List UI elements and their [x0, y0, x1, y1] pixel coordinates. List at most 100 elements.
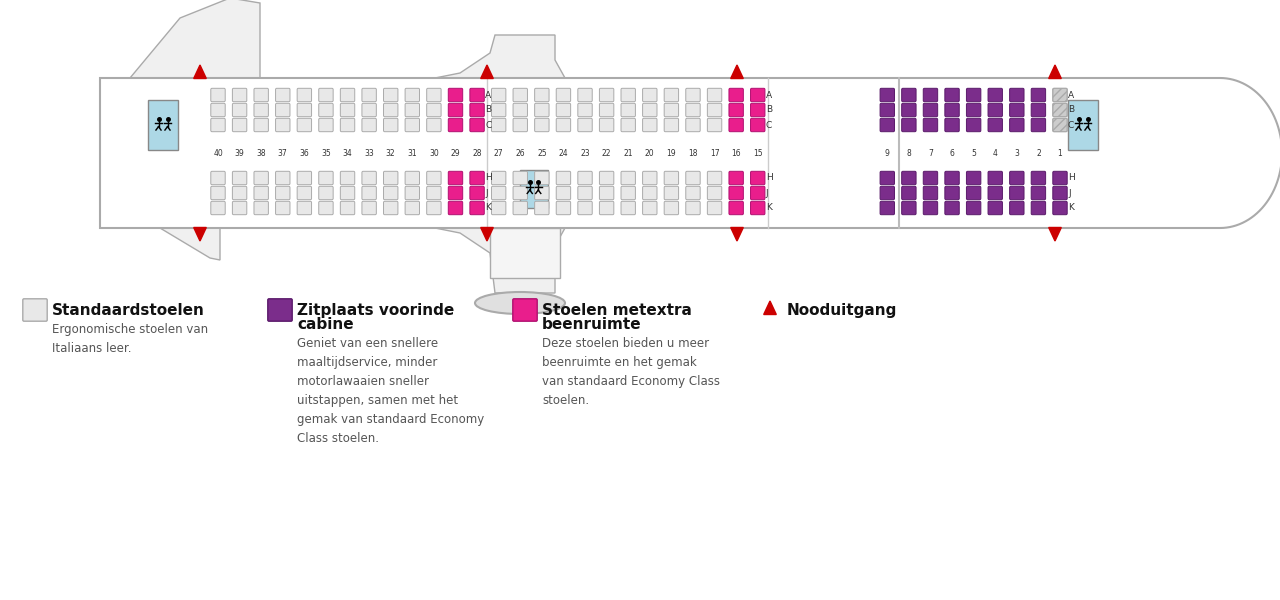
FancyBboxPatch shape [1032, 103, 1046, 116]
FancyBboxPatch shape [750, 103, 765, 116]
FancyBboxPatch shape [448, 118, 462, 131]
Text: Geniet van een snellere
maaltijdservice, minder
motorlawaaien sneller
uitstappen: Geniet van een snellere maaltijdservice,… [297, 337, 484, 445]
FancyBboxPatch shape [297, 118, 311, 131]
FancyBboxPatch shape [923, 186, 938, 200]
FancyBboxPatch shape [621, 202, 635, 215]
FancyBboxPatch shape [664, 118, 678, 131]
FancyBboxPatch shape [577, 103, 593, 116]
Text: 40: 40 [214, 148, 223, 157]
FancyBboxPatch shape [901, 202, 916, 215]
FancyBboxPatch shape [275, 202, 291, 215]
FancyBboxPatch shape [1010, 103, 1024, 116]
FancyBboxPatch shape [1032, 202, 1046, 215]
Text: 38: 38 [256, 148, 266, 157]
FancyBboxPatch shape [901, 172, 916, 185]
FancyBboxPatch shape [664, 186, 678, 200]
FancyBboxPatch shape [319, 118, 333, 131]
Text: 15: 15 [753, 148, 763, 157]
Text: Ergonomische stoelen van
Italiaans leer.: Ergonomische stoelen van Italiaans leer. [52, 323, 209, 355]
FancyBboxPatch shape [362, 103, 376, 116]
FancyBboxPatch shape [901, 118, 916, 131]
FancyBboxPatch shape [728, 103, 744, 116]
FancyBboxPatch shape [988, 88, 1002, 101]
FancyBboxPatch shape [901, 88, 916, 101]
FancyBboxPatch shape [492, 172, 506, 185]
FancyBboxPatch shape [686, 88, 700, 101]
FancyBboxPatch shape [233, 186, 247, 200]
FancyBboxPatch shape [362, 88, 376, 101]
FancyBboxPatch shape [945, 186, 959, 200]
FancyBboxPatch shape [988, 172, 1002, 185]
FancyBboxPatch shape [988, 103, 1002, 116]
FancyBboxPatch shape [708, 103, 722, 116]
Text: 8: 8 [906, 148, 911, 157]
FancyBboxPatch shape [923, 88, 938, 101]
FancyBboxPatch shape [233, 172, 247, 185]
Text: K: K [485, 203, 492, 212]
FancyBboxPatch shape [599, 88, 614, 101]
FancyBboxPatch shape [599, 186, 614, 200]
Text: J: J [1068, 188, 1070, 197]
Bar [520, 170, 548, 208]
Polygon shape [435, 228, 564, 293]
FancyBboxPatch shape [750, 118, 765, 131]
FancyBboxPatch shape [448, 172, 462, 185]
Text: C: C [485, 121, 492, 130]
Text: 33: 33 [365, 148, 374, 157]
Text: 30: 30 [429, 148, 439, 157]
Polygon shape [1048, 65, 1061, 79]
FancyBboxPatch shape [557, 202, 571, 215]
FancyBboxPatch shape [470, 202, 484, 215]
Text: 35: 35 [321, 148, 330, 157]
Text: B: B [1068, 106, 1074, 115]
FancyBboxPatch shape [557, 103, 571, 116]
FancyBboxPatch shape [340, 202, 355, 215]
Text: 31: 31 [407, 148, 417, 157]
FancyBboxPatch shape [297, 172, 311, 185]
FancyBboxPatch shape [577, 118, 593, 131]
FancyBboxPatch shape [945, 118, 959, 131]
Text: Standaardstoelen: Standaardstoelen [52, 303, 205, 318]
Text: 2: 2 [1036, 148, 1041, 157]
Text: 37: 37 [278, 148, 288, 157]
FancyBboxPatch shape [426, 88, 442, 101]
Text: B: B [765, 106, 772, 115]
FancyBboxPatch shape [340, 172, 355, 185]
FancyBboxPatch shape [728, 172, 744, 185]
Polygon shape [105, 220, 220, 260]
FancyBboxPatch shape [253, 103, 269, 116]
FancyBboxPatch shape [492, 118, 506, 131]
FancyBboxPatch shape [319, 103, 333, 116]
FancyBboxPatch shape [664, 88, 678, 101]
FancyBboxPatch shape [1010, 88, 1024, 101]
FancyBboxPatch shape [643, 202, 657, 215]
Text: 4: 4 [993, 148, 997, 157]
FancyBboxPatch shape [966, 172, 980, 185]
FancyBboxPatch shape [513, 202, 527, 215]
Text: 32: 32 [385, 148, 396, 157]
Polygon shape [435, 35, 564, 78]
FancyBboxPatch shape [664, 172, 678, 185]
FancyBboxPatch shape [728, 88, 744, 101]
FancyBboxPatch shape [599, 103, 614, 116]
FancyBboxPatch shape [557, 88, 571, 101]
Text: 16: 16 [731, 148, 741, 157]
FancyBboxPatch shape [708, 202, 722, 215]
FancyBboxPatch shape [384, 103, 398, 116]
FancyBboxPatch shape [404, 88, 420, 101]
FancyBboxPatch shape [470, 186, 484, 200]
FancyBboxPatch shape [686, 202, 700, 215]
Text: cabine: cabine [297, 317, 353, 332]
FancyBboxPatch shape [643, 172, 657, 185]
FancyBboxPatch shape [253, 88, 269, 101]
Text: C: C [765, 121, 772, 130]
FancyBboxPatch shape [1032, 172, 1046, 185]
FancyBboxPatch shape [881, 103, 895, 116]
FancyBboxPatch shape [275, 118, 291, 131]
FancyBboxPatch shape [643, 88, 657, 101]
Text: 9: 9 [884, 148, 890, 157]
FancyBboxPatch shape [923, 202, 938, 215]
FancyBboxPatch shape [945, 202, 959, 215]
FancyBboxPatch shape [253, 202, 269, 215]
Text: 5: 5 [972, 148, 977, 157]
